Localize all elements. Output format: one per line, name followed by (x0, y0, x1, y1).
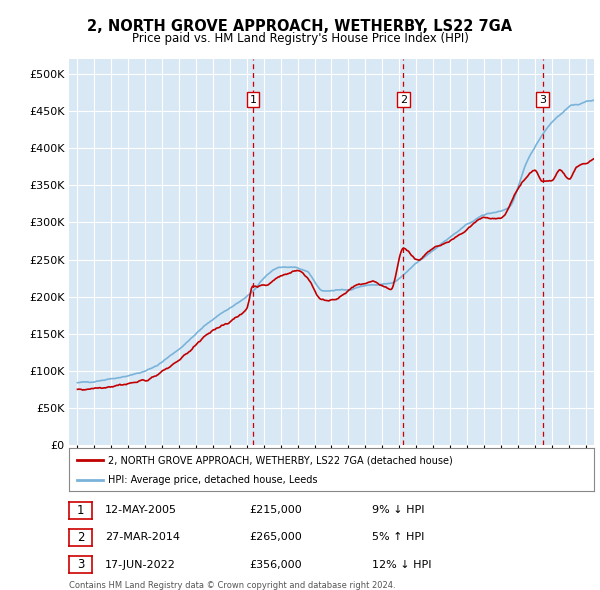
Text: 2: 2 (77, 531, 84, 544)
Text: 27-MAR-2014: 27-MAR-2014 (105, 533, 180, 542)
Text: Price paid vs. HM Land Registry's House Price Index (HPI): Price paid vs. HM Land Registry's House … (131, 32, 469, 45)
Text: 2: 2 (400, 94, 407, 104)
Text: £215,000: £215,000 (249, 506, 302, 515)
Text: 1: 1 (77, 504, 84, 517)
Text: 2, NORTH GROVE APPROACH, WETHERBY, LS22 7GA (detached house): 2, NORTH GROVE APPROACH, WETHERBY, LS22 … (109, 455, 453, 466)
Text: 2, NORTH GROVE APPROACH, WETHERBY, LS22 7GA: 2, NORTH GROVE APPROACH, WETHERBY, LS22 … (88, 19, 512, 34)
Text: 3: 3 (539, 94, 546, 104)
Text: 9% ↓ HPI: 9% ↓ HPI (372, 506, 425, 515)
Text: 12-MAY-2005: 12-MAY-2005 (105, 506, 177, 515)
Text: 12% ↓ HPI: 12% ↓ HPI (372, 560, 431, 569)
Text: Contains HM Land Registry data © Crown copyright and database right 2024.: Contains HM Land Registry data © Crown c… (69, 581, 395, 590)
Text: 5% ↑ HPI: 5% ↑ HPI (372, 533, 424, 542)
Text: £265,000: £265,000 (249, 533, 302, 542)
Text: HPI: Average price, detached house, Leeds: HPI: Average price, detached house, Leed… (109, 476, 318, 485)
Text: 3: 3 (77, 558, 84, 571)
Text: £356,000: £356,000 (249, 560, 302, 569)
Text: 17-JUN-2022: 17-JUN-2022 (105, 560, 176, 569)
Text: 1: 1 (250, 94, 256, 104)
